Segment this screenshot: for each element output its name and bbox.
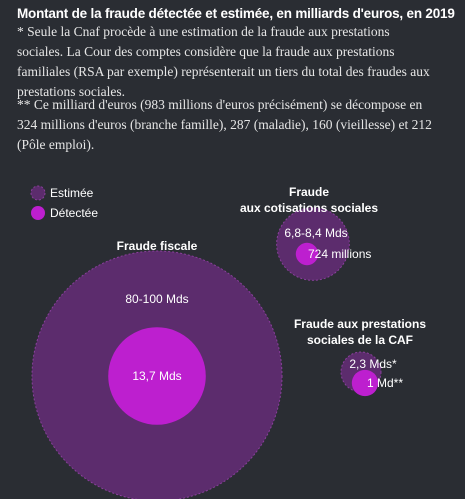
estimated-label-1: 80-100 Mds: [125, 292, 188, 306]
group-name-3: sociales de la CAF: [307, 333, 413, 347]
footnote-milliard: ** Ce milliard d'euros (983 millions d'e…: [17, 97, 432, 152]
bubble-detected-3: [351, 369, 379, 397]
bubble-detected-2: [295, 242, 319, 266]
detected-label-3: 1 Md**: [367, 376, 403, 390]
footnote-cnaf: * Seule la Cnaf procède à une estimation…: [17, 24, 430, 99]
group-name-2: aux cotisations sociales: [240, 201, 378, 215]
estimated-label-2: 6,8-8,4 Mds: [284, 226, 347, 240]
detected-label-1: 13,7 Mds: [132, 369, 181, 383]
chart-title: Montant de la fraude détectée et estimée…: [17, 6, 455, 21]
legend-label-detected: Détectée: [50, 206, 98, 220]
detected-label-2: 724 millions: [308, 247, 371, 261]
legend-label-estimated: Estimée: [50, 186, 94, 200]
bubble-estimated-2: [276, 207, 350, 281]
group-name-2: Fraude: [289, 185, 329, 199]
group-name-1: Fraude fiscale: [117, 239, 198, 253]
bubble-detected-1: [108, 327, 206, 425]
group-name-3: Fraude aux prestations: [294, 317, 426, 331]
legend-swatch-detected: [31, 206, 45, 220]
estimated-label-3: 2,3 Mds*: [349, 357, 397, 371]
legend-swatch-estimated: [30, 185, 46, 201]
